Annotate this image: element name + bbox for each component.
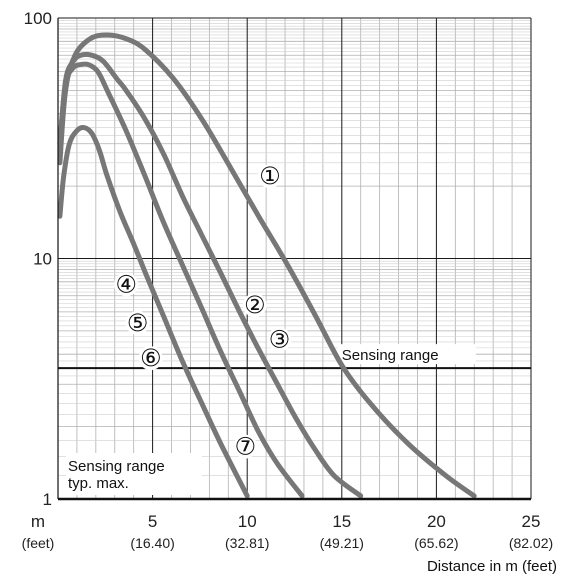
- x-tick-label: m: [31, 512, 45, 531]
- sensing-range-threshold: Sensing range: [58, 344, 531, 370]
- series-marker-bg: [125, 310, 150, 335]
- x-tick-label: 5: [148, 512, 157, 531]
- x-tick-label: 25: [522, 512, 541, 531]
- series-marker-7: ⑦: [235, 433, 257, 461]
- x-tick-sublabel: (82.02): [509, 535, 553, 551]
- x-tick-sublabel: (49.21): [320, 535, 364, 551]
- series-marker-bg: [257, 164, 282, 189]
- series-marker-bg: [267, 327, 292, 352]
- series-line-2: [57, 51, 364, 499]
- y-tick-label: 10: [33, 250, 52, 269]
- corner-label-line1: Sensing range: [68, 458, 165, 475]
- series-marker-bg: [242, 293, 267, 318]
- threshold-label-bg: [337, 344, 476, 365]
- x-tick-label: 15: [332, 512, 351, 531]
- x-tick-sublabel: (16.40): [130, 535, 174, 551]
- series-marker-1: ①: [259, 162, 281, 190]
- x-tick-sublabel: (32.81): [225, 535, 269, 551]
- series-line-3: [57, 61, 305, 499]
- series-marker-bg: [233, 434, 258, 459]
- series-marker-bg: [138, 346, 163, 371]
- y-tick-label: 1: [43, 490, 52, 509]
- series-markers: ① ②③ ④ ⑤ ⑥ ⑦: [114, 162, 292, 461]
- series-marker-2: ②: [244, 291, 266, 319]
- series-line-4: [57, 125, 250, 499]
- series-marker-5: ⑤: [127, 309, 149, 337]
- corner-label-line2: typ. max.: [68, 475, 129, 492]
- tick-labels: 1 10 100 m (feet) 5 (16.40) 10 (32.81) 15 (49.21) 2…: [22, 9, 554, 551]
- threshold-label: Sensing range: [342, 347, 439, 364]
- corner-label-bg: [66, 453, 202, 495]
- series-marker-bg: [114, 272, 139, 297]
- series-marker-3: ③: [269, 326, 291, 354]
- series-marker-6: ⑥: [140, 344, 162, 372]
- series-marker-4: ④: [115, 270, 137, 298]
- x-axis-title: Distance in m (feet): [427, 558, 557, 575]
- x-tick-sublabel: (feet): [22, 535, 55, 551]
- axes: [57, 18, 531, 501]
- x-tick-label: 20: [427, 512, 446, 531]
- series-curves: [57, 32, 477, 499]
- y-tick-label: 100: [24, 9, 52, 28]
- series-line-1: [57, 32, 477, 499]
- x-tick-label: 10: [238, 512, 257, 531]
- x-tick-sublabel: (65.62): [414, 535, 458, 551]
